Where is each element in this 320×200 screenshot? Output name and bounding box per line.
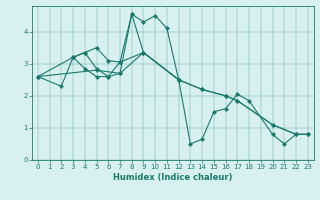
X-axis label: Humidex (Indice chaleur): Humidex (Indice chaleur) <box>113 173 233 182</box>
